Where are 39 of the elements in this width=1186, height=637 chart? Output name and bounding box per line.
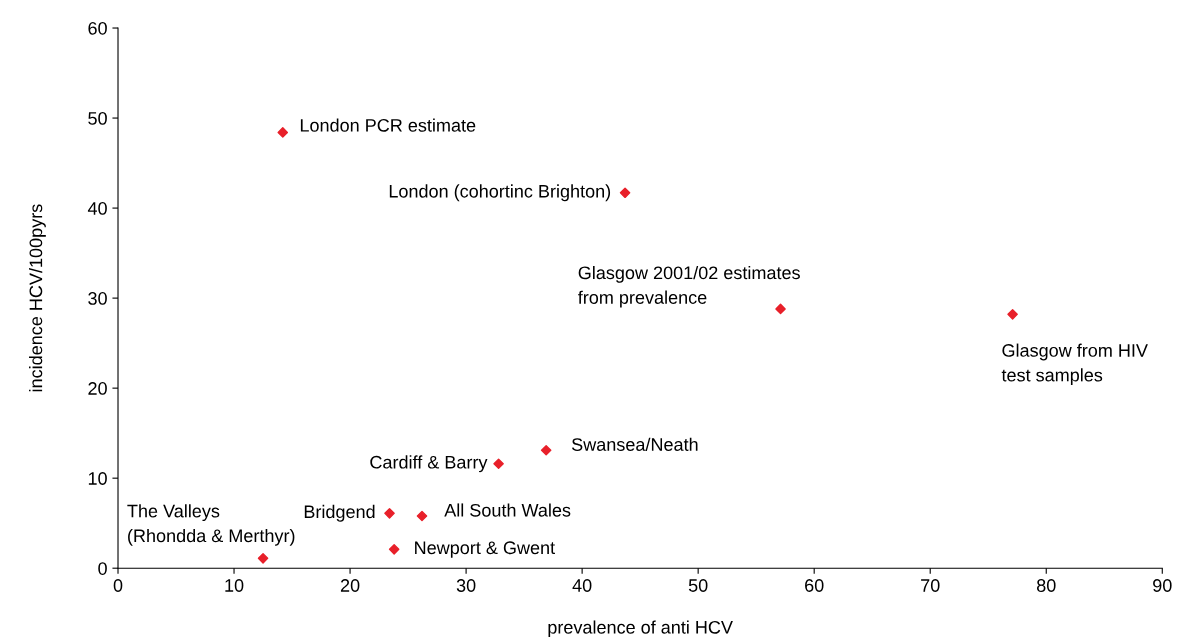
point	[540, 444, 552, 456]
annotation: Swansea/Neath	[571, 437, 698, 451]
y-tick-label: 0	[98, 562, 107, 575]
y-tick-label: 40	[87, 202, 107, 215]
point	[388, 543, 400, 555]
annotation: The Valleys (Rhondda & Merthyr)	[127, 504, 295, 546]
point	[257, 552, 269, 564]
x-tick-label: 10	[225, 579, 244, 592]
x-tick-label: 40	[572, 579, 592, 592]
x-tick-label: 0	[113, 579, 123, 592]
x-tick-label: 90	[1153, 579, 1172, 592]
x-axis-title: prevalence of anti HCV	[548, 620, 733, 637]
y-tick-label: 10	[88, 472, 107, 485]
annotation: Cardiff & Barry	[370, 455, 488, 473]
y-tick-label: 50	[88, 111, 107, 125]
point	[416, 510, 428, 522]
point	[277, 127, 289, 138]
x-tick-label: 80	[1036, 579, 1056, 592]
annotation: All South Wales	[444, 503, 571, 517]
x-tick-label: 20	[340, 579, 360, 592]
point	[384, 507, 395, 519]
y-tick-label: 60	[88, 21, 107, 35]
y-tick-label: 20	[88, 382, 107, 395]
y-tick-label: 30	[88, 292, 107, 305]
x-tick-label: 60	[805, 579, 824, 592]
annotation: Glasgow 2001/02 estimates from prevalence	[578, 265, 800, 308]
annotation: Bridgend	[304, 504, 375, 522]
point	[1007, 309, 1018, 320]
x-tick-label: 50	[688, 579, 708, 592]
x-tick-label: 70	[921, 579, 940, 592]
annotation: Glasgow from HIV test samples	[1001, 343, 1148, 386]
annotation: Newport & Gwent	[415, 541, 555, 558]
annotation: London (cohortinc Brighton)	[389, 184, 611, 202]
point	[775, 303, 786, 315]
point	[619, 187, 631, 199]
x-tick-label: 30	[456, 579, 476, 592]
y-axis-title: incidence HCV/100pyrs	[29, 204, 46, 392]
point	[493, 458, 504, 470]
annotation: London PCR estimate	[300, 118, 476, 132]
